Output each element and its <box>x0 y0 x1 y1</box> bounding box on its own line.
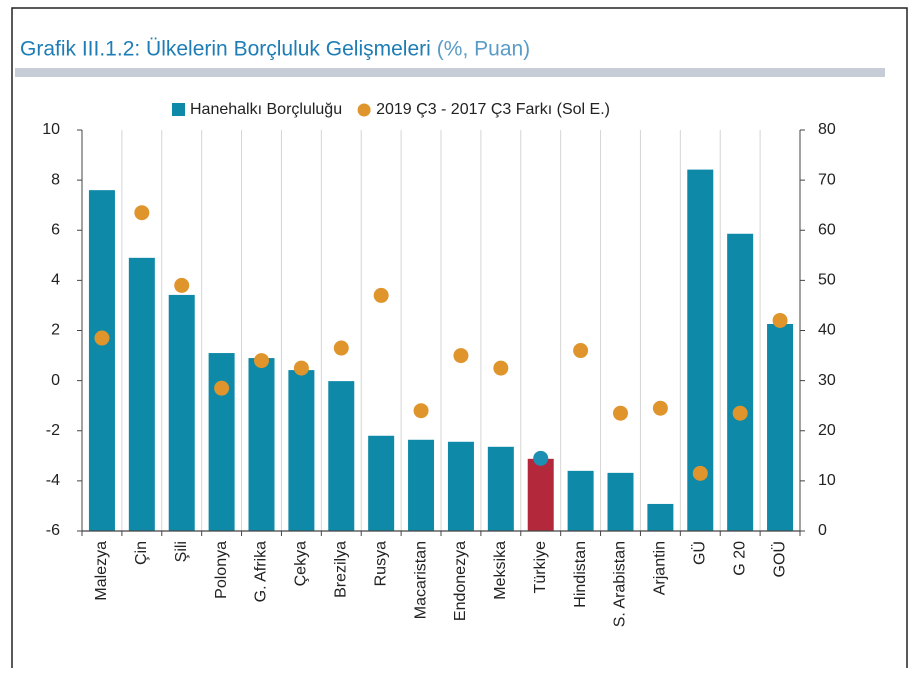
dot <box>573 343 589 359</box>
dot <box>333 340 349 356</box>
y-tick-label: -2 <box>46 422 60 439</box>
x-tick-label: GÜ <box>690 541 708 565</box>
chart-title-unit: (%, Puan) <box>437 38 530 61</box>
bar <box>447 441 474 531</box>
legend-label: Hanehalkı Borçluluğu <box>190 101 342 118</box>
dot <box>293 360 309 376</box>
bar <box>208 353 235 531</box>
dot <box>652 400 668 416</box>
x-tick-label: GOÜ <box>770 541 788 577</box>
x-tick-label: Şili <box>173 541 190 562</box>
bar <box>727 233 754 532</box>
y2-tick-label: 20 <box>818 422 836 439</box>
y-tick-label: -6 <box>46 522 60 539</box>
y2-tick-label: 40 <box>818 322 836 339</box>
bar <box>767 323 794 531</box>
dot <box>214 380 230 396</box>
dot <box>174 277 190 293</box>
bar <box>408 439 435 531</box>
y2-tick-label: 10 <box>818 472 836 489</box>
bar <box>647 503 674 531</box>
y-tick-label: 4 <box>51 272 60 289</box>
legend-label: 2019 Ç3 - 2017 Ç3 Farkı (Sol E.) <box>376 101 610 118</box>
x-tick-label: G 20 <box>731 541 748 576</box>
dot <box>94 330 110 346</box>
bar <box>527 458 554 531</box>
y2-tick-label: 70 <box>818 171 836 188</box>
x-tick-label: S. Arabistan <box>612 541 629 627</box>
title-rule <box>15 68 885 77</box>
y-tick-label: 0 <box>51 372 60 389</box>
dot <box>732 405 748 421</box>
y2-tick-label: 0 <box>818 522 827 539</box>
y2-tick-label: 50 <box>818 272 836 289</box>
x-tick-label: Macaristan <box>412 541 429 619</box>
bar <box>368 435 395 531</box>
dot <box>413 403 429 419</box>
bar <box>607 472 634 531</box>
bar <box>328 381 355 531</box>
bar <box>168 294 195 531</box>
x-tick-label: Rusya <box>372 541 389 586</box>
y2-tick-label: 80 <box>818 121 836 138</box>
x-tick-label: Çekya <box>293 541 310 586</box>
dot <box>134 205 150 221</box>
dot <box>254 353 269 369</box>
legend-swatch <box>172 103 185 116</box>
legend-swatch <box>357 103 371 117</box>
bar <box>248 358 275 531</box>
x-tick-label: Meksika <box>492 541 509 600</box>
bar <box>88 190 115 531</box>
dot <box>373 287 389 303</box>
x-tick-label: Malezya <box>93 541 110 601</box>
x-tick-label: Türkiye <box>532 541 549 594</box>
y-tick-label: -4 <box>46 472 60 489</box>
x-tick-label: G. Afrika <box>253 541 270 602</box>
y-tick-label: 2 <box>51 322 60 339</box>
dot <box>533 450 549 466</box>
bar <box>567 470 594 531</box>
dot <box>692 465 708 481</box>
bar <box>128 257 155 531</box>
dot <box>453 348 469 364</box>
y2-tick-label: 60 <box>818 221 836 238</box>
bar <box>487 446 514 531</box>
dot <box>493 360 509 376</box>
y-tick-label: 10 <box>42 121 60 138</box>
bar <box>288 370 315 531</box>
x-tick-label: Polonya <box>213 541 230 599</box>
x-tick-label: Endonezya <box>452 541 469 621</box>
x-tick-label: Arjantin <box>652 541 669 595</box>
frame <box>11 7 908 673</box>
x-tick-label: Çin <box>133 541 150 565</box>
x-tick-label: Brezilya <box>332 541 349 598</box>
x-tick-label: Hindistan <box>572 541 589 608</box>
y-tick-label: 6 <box>51 221 60 238</box>
dot <box>772 312 788 328</box>
y2-tick-label: 30 <box>818 372 836 389</box>
chart-title: Grafik III.1.2: Ülkelerin Borçluluk Geli… <box>20 38 431 61</box>
dot <box>613 405 628 421</box>
y-tick-label: 8 <box>51 171 60 188</box>
